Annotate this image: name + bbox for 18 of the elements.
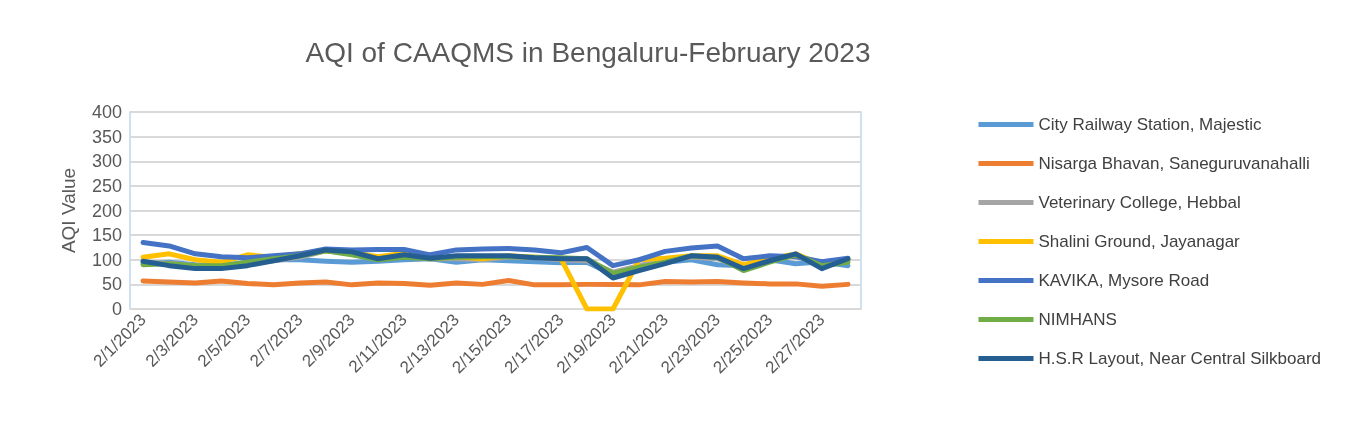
legend-label: NIMHANS xyxy=(1038,310,1117,329)
y-tick-label: 300 xyxy=(91,151,122,172)
y-tick-label: 0 xyxy=(111,299,122,319)
y-tick-label: 250 xyxy=(91,175,122,196)
legend-label: Veterinary College, Hebbal xyxy=(1038,193,1241,212)
y-tick-label: 100 xyxy=(91,249,122,270)
y-tick-label: 50 xyxy=(101,274,122,295)
y-tick-label: 150 xyxy=(91,225,122,246)
legend-label: Nisarga Bhavan, Saneguruvanahalli xyxy=(1038,154,1310,173)
chart-title: AQI of CAAQMS in Bengaluru-February 2023 xyxy=(305,36,871,68)
y-axis-title: AQI Value xyxy=(58,167,79,254)
legend-label: Shalini Ground, Jayanagar xyxy=(1038,232,1241,251)
legend-label: H.S.R Layout, Near Central Silkboard xyxy=(1038,349,1322,368)
legend-label: City Railway Station, Majestic xyxy=(1038,115,1262,134)
legend-label: KAVIKA, Mysore Road xyxy=(1038,271,1210,290)
y-tick-label: 200 xyxy=(91,200,122,221)
y-tick-label: 400 xyxy=(91,102,122,122)
y-tick-label: 350 xyxy=(91,126,122,147)
